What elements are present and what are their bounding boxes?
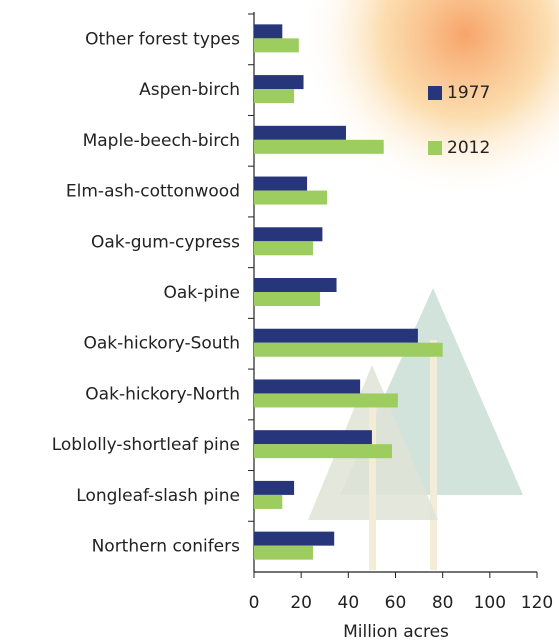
x-tick-label: 100 bbox=[474, 593, 506, 613]
x-tick-label: 0 bbox=[249, 593, 260, 613]
bar bbox=[254, 139, 384, 154]
y-tick-label: Elm-ash-cottonwood bbox=[66, 182, 240, 202]
x-tick-label: 120 bbox=[521, 593, 553, 613]
y-tick-label: Northern conifers bbox=[92, 537, 241, 557]
x-axis-title: Million acres bbox=[343, 622, 449, 640]
bar bbox=[254, 379, 361, 394]
y-tick-label: Other forest types bbox=[85, 29, 240, 49]
legend-label: 1977 bbox=[447, 83, 490, 103]
bar bbox=[254, 292, 321, 306]
y-tick-label: Oak-hickory-South bbox=[83, 334, 240, 354]
bar bbox=[254, 278, 337, 292]
bar bbox=[254, 342, 443, 357]
tree-decoration bbox=[308, 288, 523, 570]
legend-swatch bbox=[428, 86, 442, 100]
y-tick-label: Aspen-birch bbox=[139, 80, 240, 100]
bar bbox=[254, 190, 328, 205]
bar bbox=[254, 241, 313, 256]
y-tick-label: Oak-hickory-North bbox=[85, 384, 240, 404]
y-tick-label: Loblolly-shortleaf pine bbox=[52, 435, 240, 455]
bar bbox=[254, 393, 398, 408]
y-tick-label: Oak-pine bbox=[163, 283, 240, 303]
bar bbox=[254, 89, 295, 104]
x-tick-label: 60 bbox=[385, 593, 407, 613]
bar bbox=[254, 545, 313, 560]
bar bbox=[254, 38, 299, 53]
y-tick-label: Maple-beech-birch bbox=[83, 131, 240, 151]
bar bbox=[254, 176, 308, 191]
bar bbox=[254, 444, 392, 459]
bar bbox=[254, 24, 283, 39]
bar bbox=[254, 125, 346, 140]
x-tick-label: 40 bbox=[338, 593, 360, 613]
bar bbox=[254, 494, 283, 509]
legend-label: 2012 bbox=[447, 138, 490, 158]
bar bbox=[254, 75, 304, 90]
legend-swatch bbox=[428, 141, 442, 155]
x-tick-label: 20 bbox=[290, 593, 312, 613]
y-tick-label: Longleaf-slash pine bbox=[76, 486, 240, 506]
bar bbox=[254, 480, 295, 495]
bar bbox=[254, 430, 372, 445]
y-tick-label: Oak-gum-cypress bbox=[91, 232, 240, 252]
x-tick-label: 80 bbox=[432, 593, 454, 613]
bar bbox=[254, 227, 323, 242]
bar bbox=[254, 531, 335, 546]
bar bbox=[254, 328, 418, 343]
